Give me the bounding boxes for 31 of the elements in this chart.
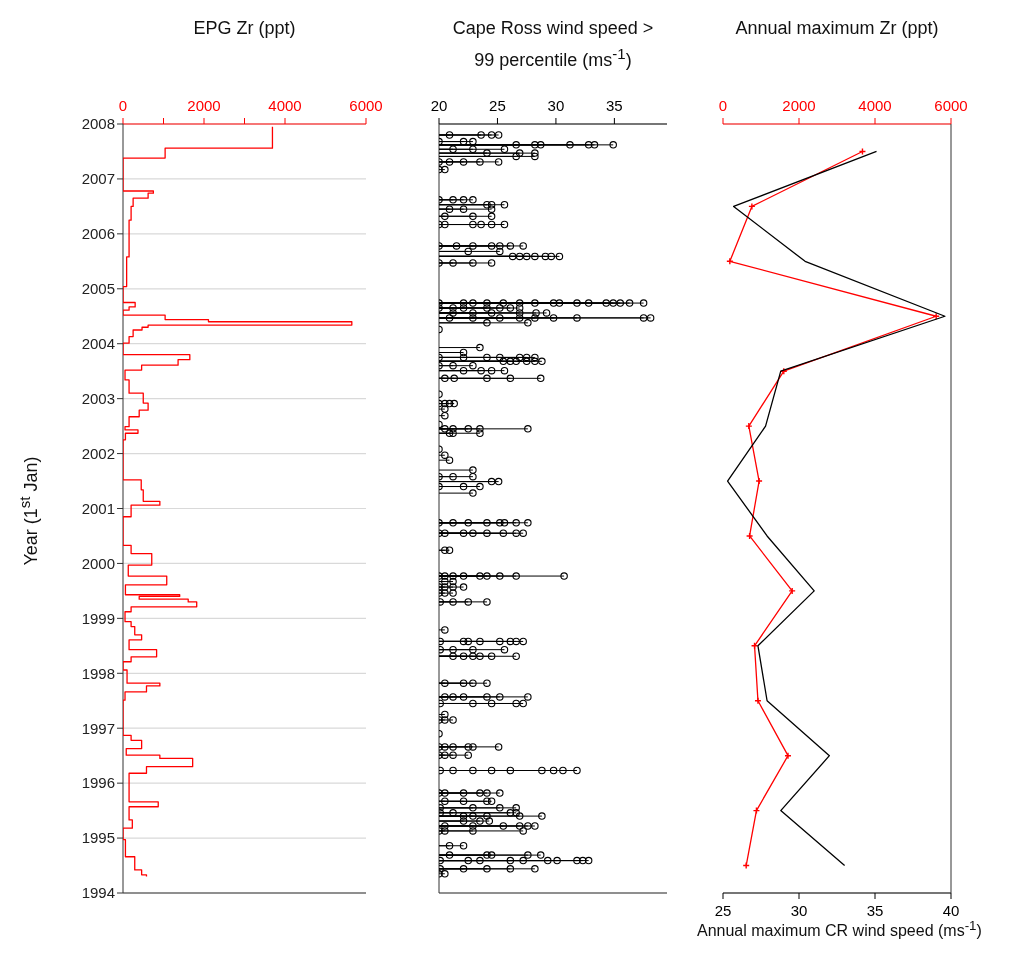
y-tick-label: 1999 xyxy=(81,609,115,627)
y-tick-label: 1994 xyxy=(81,884,115,902)
x-tick-label: 40 xyxy=(942,902,960,919)
y-tick-label: 2002 xyxy=(81,444,115,462)
x-tick-label: 35 xyxy=(866,902,884,919)
y-tick-label: 2001 xyxy=(81,499,115,517)
y-tick-label: 2000 xyxy=(81,554,115,572)
chart-title: Annual maximum Zr (ppt) xyxy=(734,17,940,40)
x-tick-label: 25 xyxy=(714,902,732,919)
y-tick-label: 2003 xyxy=(81,389,115,407)
y-tick-label: 1997 xyxy=(81,719,115,737)
x-tick-label: 0 xyxy=(118,97,128,114)
x-tick-label: 35 xyxy=(606,97,623,114)
y-tick-label: 2007 xyxy=(81,170,115,188)
x-tick-label: 4000 xyxy=(268,97,302,114)
x-tick-label: 30 xyxy=(790,902,808,919)
y-tick-label: 1995 xyxy=(81,829,115,847)
x-tick-label: 25 xyxy=(489,97,506,114)
chart-title: Cape Ross wind speed > 99 percentile (ms$^{-1}$) xyxy=(451,17,655,72)
y-tick-label: 2006 xyxy=(81,225,115,243)
x-tick-label: 30 xyxy=(547,97,565,114)
chart-title: EPG Zr (ppt) xyxy=(192,17,297,40)
y-tick-label: 2004 xyxy=(81,335,115,353)
x-axis-title: Annual maximum CR wind speed (ms$^{-1}$) xyxy=(697,918,982,940)
x-tick-label: 2000 xyxy=(187,97,221,114)
y-tick-label: 1998 xyxy=(81,664,115,682)
y-tick-label: 2008 xyxy=(81,115,115,133)
y-tick-label: 2005 xyxy=(81,280,115,298)
x-tick-label: 6000 xyxy=(349,97,383,114)
y-tick-label: 1996 xyxy=(81,774,115,792)
x-tick-label: 20 xyxy=(430,97,448,114)
